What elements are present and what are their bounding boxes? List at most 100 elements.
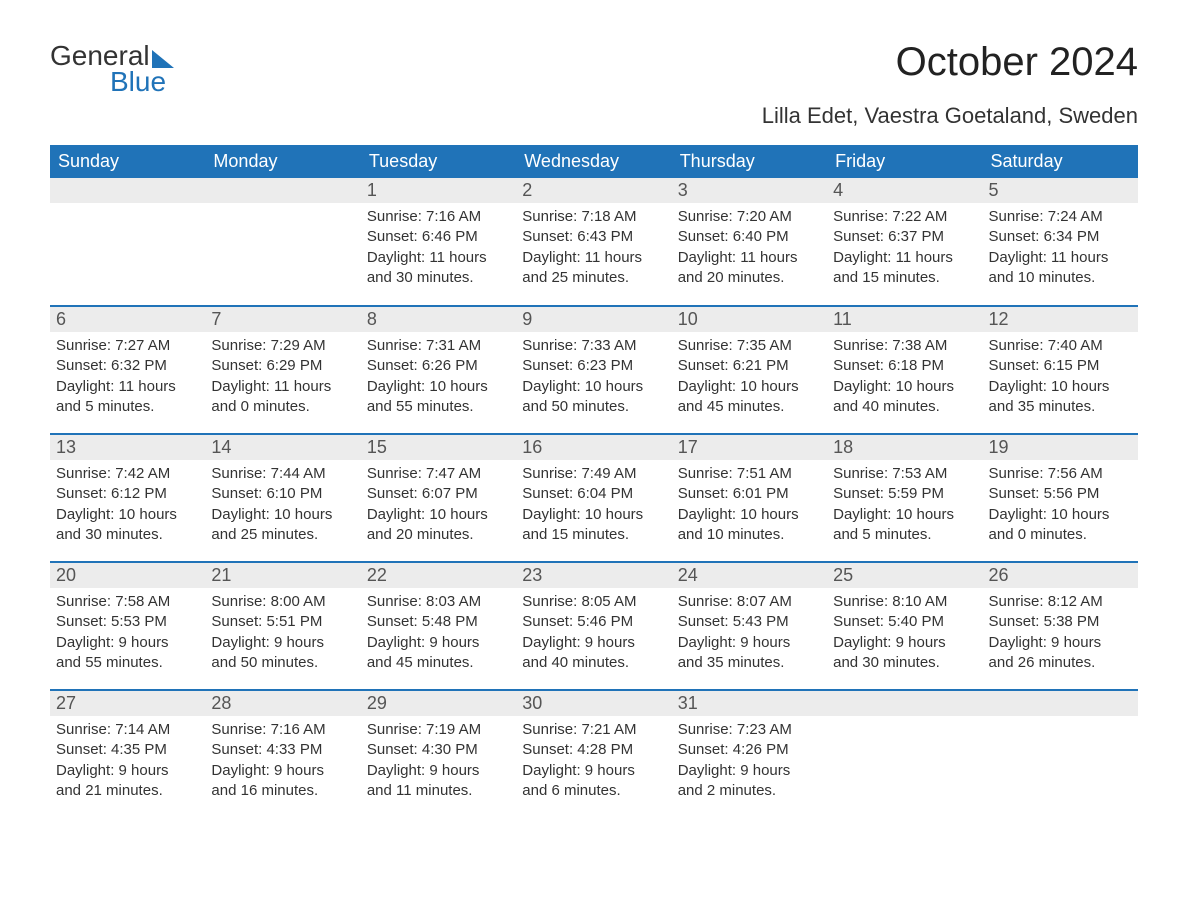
day-sunset: Sunset: 5:38 PM [989, 612, 1132, 632]
day-sunrise: Sunrise: 8:03 AM [367, 592, 510, 612]
calendar-table: SundayMondayTuesdayWednesdayThursdayFrid… [50, 145, 1138, 818]
day-sunrise: Sunrise: 7:27 AM [56, 336, 199, 356]
day-day1: Daylight: 9 hours [211, 761, 354, 781]
day-sunrise: Sunrise: 7:21 AM [522, 720, 665, 740]
location-text: Lilla Edet, Vaestra Goetaland, Sweden [762, 103, 1138, 129]
calendar-cell: 14Sunrise: 7:44 AMSunset: 6:10 PMDayligh… [205, 434, 360, 562]
day-day1: Daylight: 9 hours [833, 633, 976, 653]
day-sunrise: Sunrise: 7:18 AM [522, 207, 665, 227]
day-number: 4 [827, 178, 982, 203]
day-body: Sunrise: 7:44 AMSunset: 6:10 PMDaylight:… [205, 460, 360, 553]
calendar-cell: 18Sunrise: 7:53 AMSunset: 5:59 PMDayligh… [827, 434, 982, 562]
day-day1: Daylight: 9 hours [989, 633, 1132, 653]
day-sunset: Sunset: 4:35 PM [56, 740, 199, 760]
day-day1: Daylight: 9 hours [367, 761, 510, 781]
day-body: Sunrise: 7:31 AMSunset: 6:26 PMDaylight:… [361, 332, 516, 425]
day-body: Sunrise: 7:47 AMSunset: 6:07 PMDaylight:… [361, 460, 516, 553]
day-sunrise: Sunrise: 7:44 AM [211, 464, 354, 484]
day-day2: and 11 minutes. [367, 781, 510, 801]
day-body: Sunrise: 7:56 AMSunset: 5:56 PMDaylight:… [983, 460, 1138, 553]
calendar-cell: 23Sunrise: 8:05 AMSunset: 5:46 PMDayligh… [516, 562, 671, 690]
weekday-header: Wednesday [516, 145, 671, 178]
day-day1: Daylight: 10 hours [522, 505, 665, 525]
day-day1: Daylight: 9 hours [522, 761, 665, 781]
day-number: 31 [672, 691, 827, 716]
calendar-cell: 19Sunrise: 7:56 AMSunset: 5:56 PMDayligh… [983, 434, 1138, 562]
day-day2: and 20 minutes. [678, 268, 821, 288]
day-number: 10 [672, 307, 827, 332]
day-body: Sunrise: 7:23 AMSunset: 4:26 PMDaylight:… [672, 716, 827, 809]
day-number: 7 [205, 307, 360, 332]
day-day1: Daylight: 10 hours [989, 505, 1132, 525]
day-number: 1 [361, 178, 516, 203]
calendar-cell: 10Sunrise: 7:35 AMSunset: 6:21 PMDayligh… [672, 306, 827, 434]
day-number: 15 [361, 435, 516, 460]
day-day2: and 40 minutes. [833, 397, 976, 417]
day-body: Sunrise: 7:18 AMSunset: 6:43 PMDaylight:… [516, 203, 671, 296]
day-body: Sunrise: 7:53 AMSunset: 5:59 PMDaylight:… [827, 460, 982, 553]
day-sunrise: Sunrise: 8:10 AM [833, 592, 976, 612]
calendar-cell: 30Sunrise: 7:21 AMSunset: 4:28 PMDayligh… [516, 690, 671, 818]
day-sunrise: Sunrise: 8:12 AM [989, 592, 1132, 612]
day-sunset: Sunset: 5:48 PM [367, 612, 510, 632]
day-sunset: Sunset: 6:01 PM [678, 484, 821, 504]
day-number: 29 [361, 691, 516, 716]
day-day2: and 35 minutes. [678, 653, 821, 673]
day-day2: and 21 minutes. [56, 781, 199, 801]
calendar-week: 1Sunrise: 7:16 AMSunset: 6:46 PMDaylight… [50, 178, 1138, 306]
day-day1: Daylight: 11 hours [522, 248, 665, 268]
calendar-week: 27Sunrise: 7:14 AMSunset: 4:35 PMDayligh… [50, 690, 1138, 818]
day-number: 9 [516, 307, 671, 332]
day-body: Sunrise: 8:05 AMSunset: 5:46 PMDaylight:… [516, 588, 671, 681]
day-number: 18 [827, 435, 982, 460]
day-sunset: Sunset: 6:12 PM [56, 484, 199, 504]
day-number: 13 [50, 435, 205, 460]
day-day1: Daylight: 11 hours [211, 377, 354, 397]
day-day1: Daylight: 10 hours [367, 377, 510, 397]
day-sunset: Sunset: 6:26 PM [367, 356, 510, 376]
day-day2: and 2 minutes. [678, 781, 821, 801]
weekday-header: Monday [205, 145, 360, 178]
day-body: Sunrise: 7:24 AMSunset: 6:34 PMDaylight:… [983, 203, 1138, 296]
calendar-head: SundayMondayTuesdayWednesdayThursdayFrid… [50, 145, 1138, 178]
day-sunrise: Sunrise: 7:51 AM [678, 464, 821, 484]
day-sunrise: Sunrise: 7:19 AM [367, 720, 510, 740]
day-day1: Daylight: 10 hours [211, 505, 354, 525]
day-body: Sunrise: 7:19 AMSunset: 4:30 PMDaylight:… [361, 716, 516, 809]
calendar-cell [205, 178, 360, 306]
day-day1: Daylight: 11 hours [989, 248, 1132, 268]
day-day1: Daylight: 10 hours [56, 505, 199, 525]
day-sunrise: Sunrise: 7:22 AM [833, 207, 976, 227]
day-sunset: Sunset: 6:46 PM [367, 227, 510, 247]
day-body: Sunrise: 7:42 AMSunset: 6:12 PMDaylight:… [50, 460, 205, 553]
day-day1: Daylight: 11 hours [56, 377, 199, 397]
day-day1: Daylight: 10 hours [833, 505, 976, 525]
calendar-cell: 6Sunrise: 7:27 AMSunset: 6:32 PMDaylight… [50, 306, 205, 434]
day-day2: and 35 minutes. [989, 397, 1132, 417]
calendar-cell: 3Sunrise: 7:20 AMSunset: 6:40 PMDaylight… [672, 178, 827, 306]
calendar-cell: 1Sunrise: 7:16 AMSunset: 6:46 PMDaylight… [361, 178, 516, 306]
day-sunrise: Sunrise: 7:20 AM [678, 207, 821, 227]
day-body: Sunrise: 7:35 AMSunset: 6:21 PMDaylight:… [672, 332, 827, 425]
day-day1: Daylight: 9 hours [678, 633, 821, 653]
day-day2: and 5 minutes. [833, 525, 976, 545]
title-block: October 2024 Lilla Edet, Vaestra Goetala… [762, 40, 1138, 129]
day-day2: and 6 minutes. [522, 781, 665, 801]
calendar-cell: 20Sunrise: 7:58 AMSunset: 5:53 PMDayligh… [50, 562, 205, 690]
day-day2: and 15 minutes. [522, 525, 665, 545]
day-body: Sunrise: 7:14 AMSunset: 4:35 PMDaylight:… [50, 716, 205, 809]
day-day1: Daylight: 10 hours [522, 377, 665, 397]
day-day2: and 40 minutes. [522, 653, 665, 673]
day-day2: and 50 minutes. [211, 653, 354, 673]
day-sunrise: Sunrise: 7:35 AM [678, 336, 821, 356]
day-body: Sunrise: 7:16 AMSunset: 4:33 PMDaylight:… [205, 716, 360, 809]
day-day2: and 10 minutes. [989, 268, 1132, 288]
day-day2: and 30 minutes. [367, 268, 510, 288]
calendar-cell: 27Sunrise: 7:14 AMSunset: 4:35 PMDayligh… [50, 690, 205, 818]
day-sunrise: Sunrise: 7:29 AM [211, 336, 354, 356]
day-number: 11 [827, 307, 982, 332]
calendar-cell: 4Sunrise: 7:22 AMSunset: 6:37 PMDaylight… [827, 178, 982, 306]
calendar-week: 6Sunrise: 7:27 AMSunset: 6:32 PMDaylight… [50, 306, 1138, 434]
day-sunrise: Sunrise: 7:47 AM [367, 464, 510, 484]
day-number [50, 178, 205, 203]
